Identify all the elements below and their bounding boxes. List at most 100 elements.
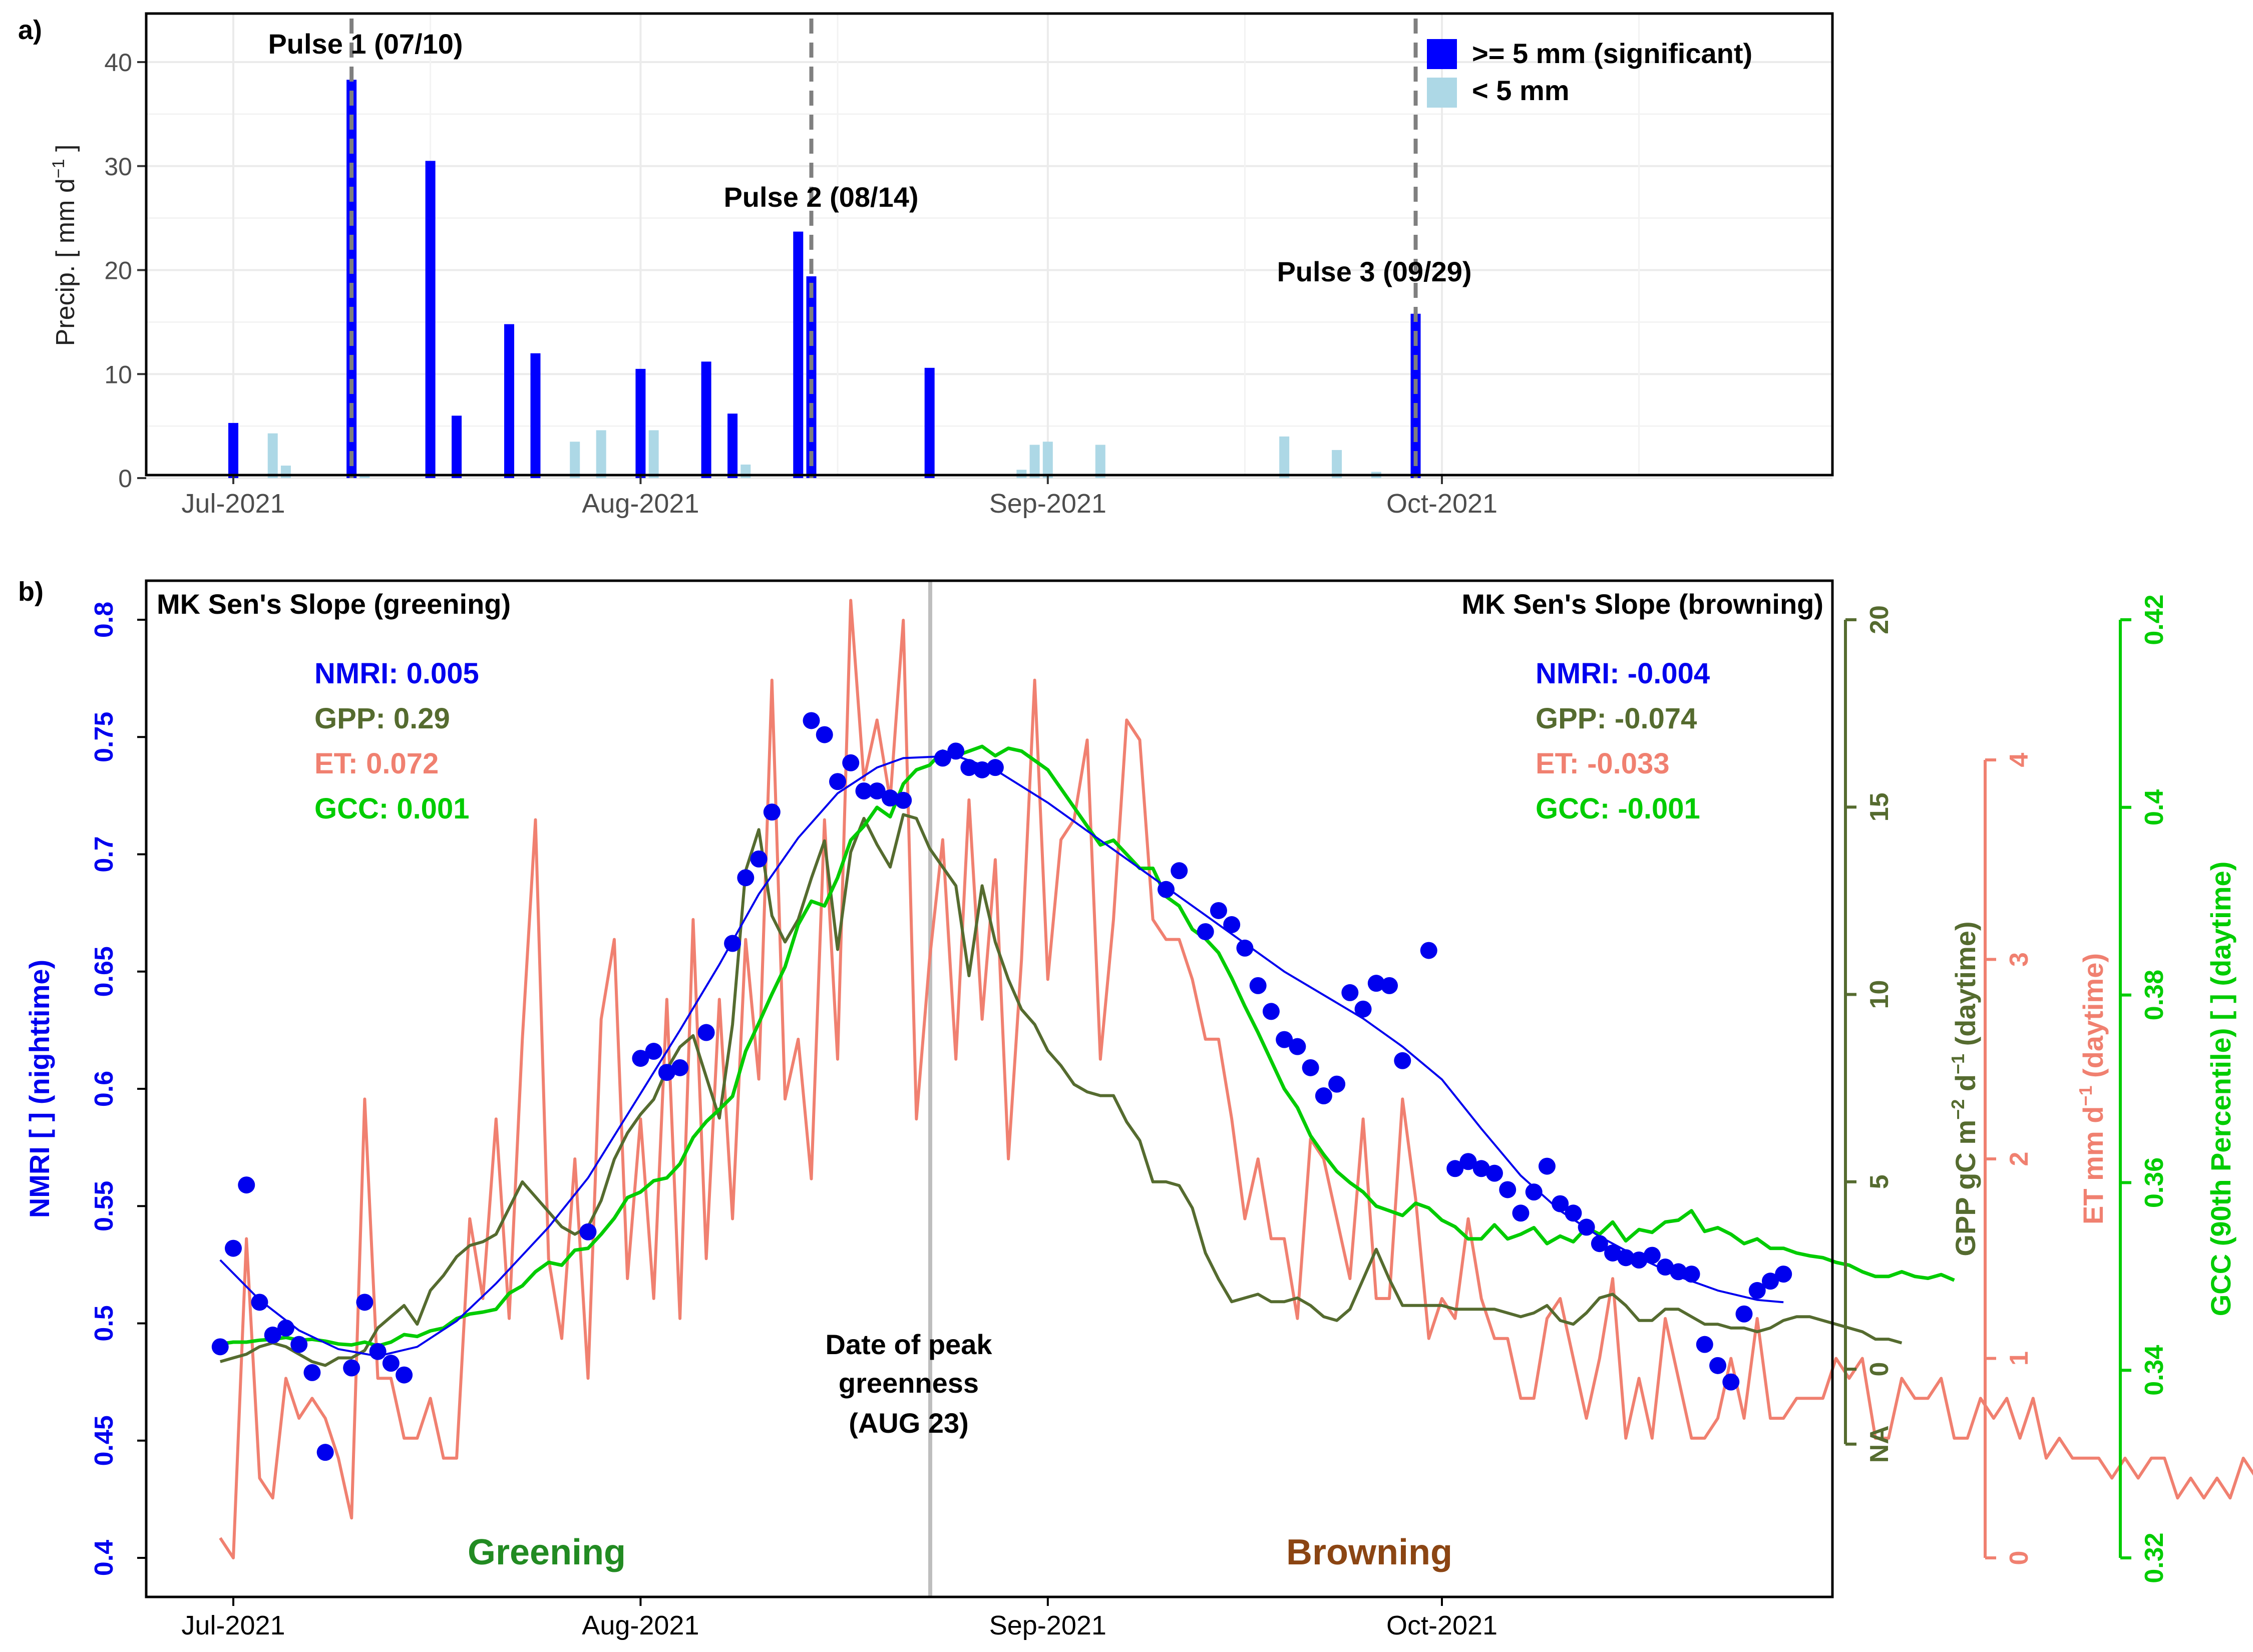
nmri-tick-label: 0.55 [90, 1181, 119, 1231]
x-tick-label: Sep-2021 [989, 1610, 1106, 1640]
nmri-point [1578, 1218, 1595, 1236]
pulse-label: Pulse 2 (08/14) [723, 181, 918, 213]
legend-key-small [1427, 78, 1457, 108]
nmri-point [1328, 1075, 1346, 1093]
precip-bar-significant [530, 353, 541, 478]
panel-a: a) Pulse 1 (07/10) Pulse 2 (08/14) Pulse 3… [18, 12, 1834, 519]
gpp-tick-label: 0 [1865, 1362, 1894, 1377]
precip-y-tick-label: 0 [118, 465, 132, 493]
nmri-point [1512, 1204, 1530, 1222]
precip-bar-small [1279, 436, 1290, 478]
nmri-point [1367, 975, 1385, 992]
nmri-point [277, 1319, 294, 1337]
precip-bar-small [596, 430, 606, 478]
nmri-point [303, 1364, 321, 1381]
nmri-point [1315, 1087, 1332, 1105]
nmri-point [1617, 1249, 1635, 1267]
precip-bar-small [1095, 445, 1105, 478]
nmri-point [1236, 939, 1254, 957]
nmri-point [1354, 1000, 1372, 1018]
greening-slope-title: MK Sen's Slope (greening) [157, 588, 511, 620]
nmri-tick-label: 0.7 [90, 836, 119, 872]
precip-axis-title: Precip. [ mm d−1 ] [49, 145, 80, 346]
nmri-point [1709, 1357, 1727, 1374]
nmri-point [1302, 1059, 1319, 1076]
nmri-point [1683, 1266, 1700, 1283]
nmri-point [842, 754, 860, 771]
precip-x-tick-label: Sep-2021 [989, 489, 1106, 519]
browning-slope-gcc: GCC: -0.001 [1536, 792, 1700, 825]
nmri-point [960, 759, 978, 776]
panel-a-border [145, 12, 1834, 477]
precip-bar-small [648, 430, 659, 478]
peak-label-line-3: (AUG 23) [849, 1407, 969, 1439]
et-tick-label: 0 [2005, 1551, 2034, 1565]
nmri-point [1761, 1273, 1779, 1290]
nmri-tick-label: 0.8 [90, 602, 119, 638]
panel-a-axes: 0 10 20 30 40 Jul-2021 Aug-2021 Sep-2021 Oct-202… [104, 49, 1497, 519]
nmri-point [1485, 1164, 1503, 1182]
nmri-point [1735, 1305, 1753, 1323]
greening-slope-nmri: NMRI: 0.005 [314, 657, 479, 690]
browning-slopes: NMRI: -0.004 GPP: -0.074 ET: -0.033 GCC:… [1536, 657, 1710, 825]
et-tick-label: 3 [2005, 952, 2034, 967]
greening-slope-et: ET: 0.072 [314, 747, 439, 780]
nmri-point [396, 1366, 413, 1384]
gpp-tick-label: 5 [1865, 1174, 1894, 1189]
et-tick-label: 1 [2005, 1351, 2034, 1366]
nmri-point [816, 726, 833, 743]
nmri-point [264, 1326, 281, 1344]
nmri-point [697, 1024, 715, 1041]
nmri-point [1722, 1373, 1740, 1391]
precip-bar-significant [346, 80, 357, 478]
precip-y-tick-label: 20 [104, 257, 132, 285]
x-tick-label: Oct-2021 [1386, 1610, 1497, 1640]
panel-a-tag: a) [18, 15, 42, 45]
precip-y-tick-label: 40 [104, 49, 132, 77]
precip-x-tick-label: Jul-2021 [181, 489, 285, 519]
nmri-point [829, 773, 846, 790]
browning-label: Browning [1286, 1532, 1452, 1572]
nmri-point [934, 749, 951, 767]
precip-bar-significant [701, 361, 711, 478]
nmri-point [645, 1043, 662, 1060]
greening-label: Greening [468, 1532, 626, 1572]
gpp-axis-title: GPP gC m−2 d−1 (daytime) [1948, 921, 1981, 1256]
greening-slopes: NMRI: 0.005 GPP: 0.29 ET: 0.072 GCC: 0.0… [314, 657, 479, 825]
gpp-tick-label: 15 [1865, 792, 1894, 821]
panel-b-axes: Jul-2021 Aug-2021 Sep-2021 Oct-20210.40.450… [90, 594, 2169, 1640]
precip-bar-significant [228, 423, 238, 478]
legend-label-significant: >= 5 mm (significant) [1472, 38, 1752, 69]
nmri-point [803, 712, 820, 729]
panel-b: b) Jul-2021 Aug-2021 Sep-2021 Oct-2021 0.4 0.… [18, 577, 2253, 1640]
gpp-tick-label: NA [1865, 1425, 1894, 1463]
legend-key-significant [1427, 39, 1457, 69]
precip-bar-significant [635, 368, 646, 478]
nmri-point [225, 1240, 242, 1257]
nmri-point [737, 869, 755, 887]
gcc-tick-label: 0.38 [2140, 970, 2169, 1020]
gcc-axis-title: GCC (90th Percentile) [ ] (daytime) [2205, 862, 2236, 1317]
precip-bar-small [1332, 450, 1342, 478]
precip-bars [228, 80, 1421, 478]
gcc-line [220, 744, 1955, 1348]
nmri-point [290, 1336, 308, 1353]
nmri-point [343, 1359, 360, 1377]
gpp-tick-label: 10 [1865, 980, 1894, 1009]
precip-bar-significant [793, 231, 804, 478]
x-tick-label: Aug-2021 [582, 1610, 699, 1640]
greening-slope-gpp: GPP: 0.29 [314, 702, 450, 735]
nmri-point [1643, 1247, 1661, 1264]
precip-bar-small [1029, 445, 1040, 478]
precip-bar-significant [727, 414, 738, 478]
browning-slope-et: ET: -0.033 [1536, 747, 1670, 780]
panel-b-series [211, 599, 2253, 1559]
gcc-tick-label: 0.42 [2140, 594, 2169, 645]
nmri-point [895, 791, 912, 809]
nmri-point [868, 782, 886, 800]
nmri-point [724, 935, 741, 952]
nmri-tick-label: 0.5 [90, 1305, 119, 1341]
peak-label-line-2: greenness [839, 1367, 979, 1399]
precip-y-tick-label: 10 [104, 360, 132, 388]
